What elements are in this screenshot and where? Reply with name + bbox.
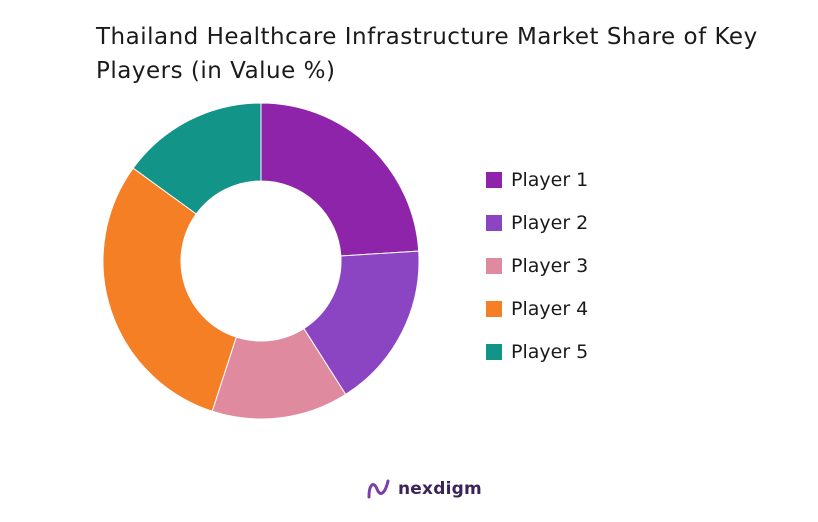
legend-swatch <box>486 171 502 188</box>
legend-item-2: Player 2 <box>486 201 588 244</box>
donut-slice-2 <box>303 250 420 396</box>
legend-label: Player 2 <box>511 211 589 234</box>
donut-slice-5 <box>132 102 262 215</box>
legend-item-5: Player 5 <box>486 330 588 373</box>
donut-slice-1 <box>260 102 420 257</box>
legend-swatch <box>486 257 502 274</box>
legend-item-1: Player 1 <box>486 158 588 201</box>
brand-name: nexdigm <box>398 479 482 499</box>
chart-legend: Player 1 Player 2 Player 3 Player 4 Player 5 <box>486 158 588 373</box>
legend-label: Player 5 <box>511 340 589 363</box>
legend-label: Player 1 <box>511 168 589 191</box>
nexdigm-logo-icon <box>367 479 390 499</box>
legend-label: Player 4 <box>511 297 589 320</box>
brand-logo: nexdigm <box>366 478 482 500</box>
chart-title: Thailand Healthcare Infrastructure Marke… <box>96 24 758 84</box>
legend-item-4: Player 4 <box>486 287 588 330</box>
legend-swatch <box>486 343 502 360</box>
donut-slice-4 <box>102 167 237 412</box>
legend-swatch <box>486 300 502 317</box>
legend-label: Player 3 <box>511 254 589 277</box>
donut-slices <box>102 102 420 420</box>
legend-swatch <box>486 214 502 231</box>
legend-item-3: Player 3 <box>486 244 588 287</box>
